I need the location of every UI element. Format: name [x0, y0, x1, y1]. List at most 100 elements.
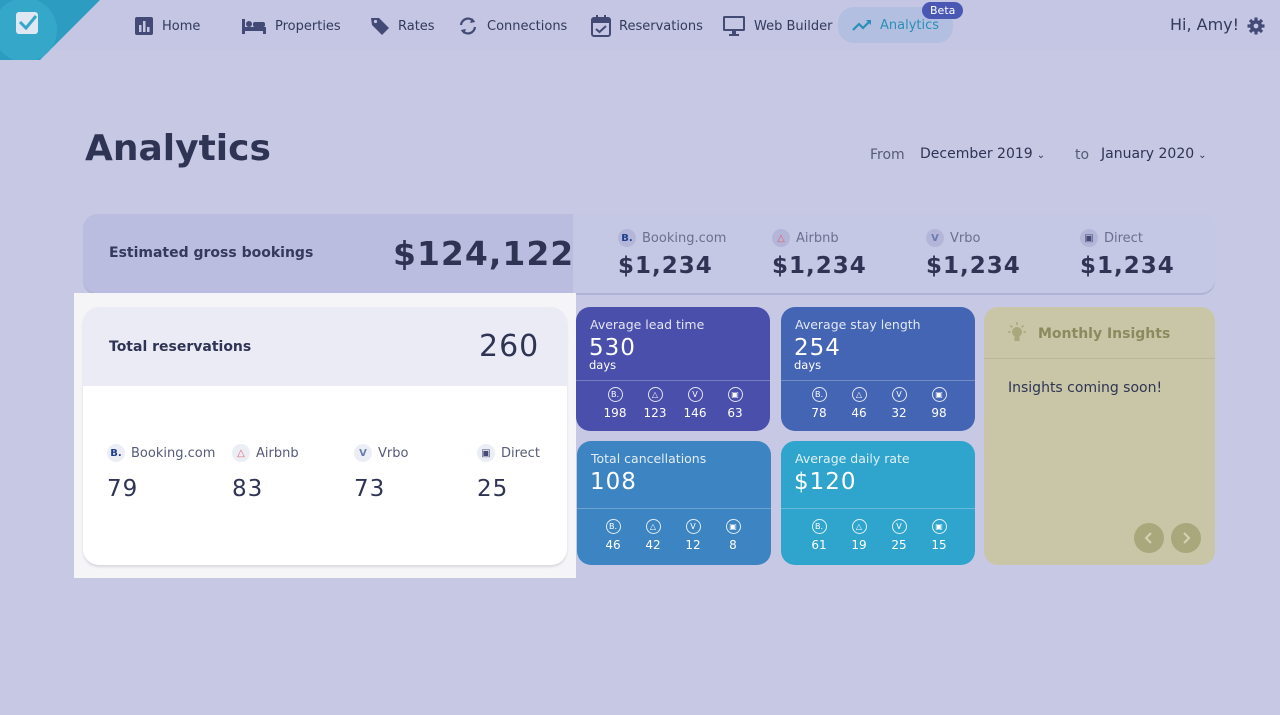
source-value: $1,234: [618, 253, 713, 279]
user-greeting[interactable]: Hi, Amy!: [1170, 15, 1240, 34]
gross-source-vrbo: V Vrbo $1,234: [926, 229, 1021, 279]
reservation-source-vrbo: V Vrbo 73: [354, 444, 408, 502]
breakdown-value: 32: [891, 406, 907, 420]
breakdown-value: 19: [851, 538, 867, 552]
booking-com-icon: B.: [811, 387, 827, 402]
lead-time-card[interactable]: Average lead time 530 days B. 198 △ 123 V 1…: [576, 307, 770, 431]
nav-web-builder-label: Web Builder: [754, 18, 833, 34]
reservation-source-airbnb: △ Airbnb 83: [232, 444, 299, 502]
stat-breakdown: B. 46 △ 42 V 12 ▣ 8: [577, 519, 771, 552]
trend-icon: [852, 20, 871, 31]
stat-unit: days: [589, 358, 617, 372]
source-name: Direct: [1104, 230, 1143, 246]
vrbo-icon: V: [926, 229, 944, 247]
nav-connections[interactable]: Connections: [457, 12, 567, 40]
booking-com-icon: B.: [618, 229, 636, 247]
vrbo-icon: V: [687, 387, 703, 402]
divider: [781, 508, 975, 509]
gear-icon[interactable]: [1247, 17, 1265, 35]
source-value: 79: [107, 476, 139, 502]
insights-prev-button[interactable]: [1134, 523, 1164, 553]
gross-source-direct: ▣ Direct $1,234: [1080, 229, 1175, 279]
reservations-card[interactable]: Total reservations 260 B. Booking.com 79 …: [83, 307, 567, 565]
stat-breakdown: B. 78 △ 46 V 32 ▣ 98: [781, 387, 975, 420]
nav-analytics[interactable]: Analytics: [838, 7, 954, 43]
vrbo-icon: V: [685, 519, 701, 534]
stat-title: Average stay length: [795, 317, 921, 332]
gross-bookings-summary: Estimated gross bookings $124,122: [83, 214, 573, 293]
airbnb-icon: △: [645, 519, 661, 534]
direct-icon: ▣: [725, 519, 741, 534]
source-value: 25: [477, 476, 509, 502]
airbnb-icon: △: [772, 229, 790, 247]
airbnb-icon: △: [851, 519, 867, 534]
booking-com-icon: B.: [605, 519, 621, 534]
top-nav: Home Properties Rates Connections Reserv…: [0, 0, 1280, 60]
monitor-icon: [723, 16, 745, 36]
stat-value: 108: [590, 469, 637, 495]
to-date-select[interactable]: January 2020 ⌄: [1101, 146, 1207, 162]
bed-icon: [242, 19, 266, 34]
stat-title: Total cancellations: [591, 451, 707, 466]
insights-header: Monthly Insights: [984, 307, 1215, 359]
reservation-source-booking: B. Booking.com 79: [107, 444, 215, 502]
nav-rates-label: Rates: [398, 18, 435, 34]
direct-icon: ▣: [931, 519, 947, 534]
cancellations-card[interactable]: Total cancellations 108 B. 46 △ 42 V 12 ▣ 8: [577, 441, 771, 565]
chevron-down-icon: ⌄: [1198, 150, 1207, 161]
source-value: $1,234: [1080, 253, 1175, 279]
stat-unit: days: [794, 358, 822, 372]
insights-next-button[interactable]: [1171, 523, 1201, 553]
nav-properties[interactable]: Properties: [241, 12, 341, 40]
breakdown-value: 198: [603, 406, 627, 420]
gross-source-airbnb: △ Airbnb $1,234: [772, 229, 867, 279]
from-date-value: December 2019: [920, 146, 1033, 162]
insights-body: Insights coming soon!: [1008, 380, 1163, 396]
stay-length-card[interactable]: Average stay length 254 days B. 78 △ 46 V 3…: [781, 307, 975, 431]
nav-rates[interactable]: Rates: [370, 12, 435, 40]
daily-rate-card[interactable]: Average daily rate $120 B. 61 △ 19 V 25 ▣ 15: [781, 441, 975, 565]
nav-analytics-label: Analytics: [880, 17, 940, 33]
nav-web-builder[interactable]: Web Builder: [722, 12, 832, 40]
breakdown-value: 63: [727, 406, 743, 420]
stat-value: 530: [589, 335, 636, 361]
source-name: Vrbo: [378, 445, 409, 461]
reservations-header: Total reservations 260: [83, 307, 567, 386]
source-name: Booking.com: [131, 445, 216, 461]
airbnb-icon: △: [851, 387, 867, 402]
stat-title: Average daily rate: [795, 451, 910, 466]
to-date-value: January 2020: [1101, 146, 1195, 162]
calendar-check-icon: [591, 15, 611, 37]
nav-reservations[interactable]: Reservations: [591, 12, 703, 40]
app-logo[interactable]: [0, 0, 100, 60]
tag-icon: [371, 18, 389, 35]
direct-icon: ▣: [727, 387, 743, 402]
breakdown-value: 25: [891, 538, 907, 552]
reservations-total: 260: [479, 329, 540, 364]
from-label: From: [870, 147, 905, 163]
from-date-select[interactable]: December 2019 ⌄: [920, 146, 1045, 162]
stat-title: Average lead time: [590, 317, 705, 332]
stat-value: 254: [794, 335, 841, 361]
source-name: Airbnb: [256, 445, 299, 461]
vrbo-icon: V: [891, 387, 907, 402]
direct-icon: ▣: [1080, 229, 1098, 247]
reservation-source-direct: ▣ Direct 25: [477, 444, 540, 502]
gross-bookings-label: Estimated gross bookings: [109, 245, 314, 261]
breakdown-value: 46: [605, 538, 621, 552]
nav-connections-label: Connections: [487, 18, 568, 34]
stat-breakdown: B. 198 △ 123 V 146 ▣ 63: [576, 387, 770, 420]
nav-home[interactable]: Home: [134, 12, 200, 40]
beta-badge: Beta: [922, 2, 964, 19]
nav-properties-label: Properties: [275, 18, 341, 34]
breakdown-value: 78: [811, 406, 827, 420]
gross-bookings-panel: Estimated gross bookings $124,122 B. Book…: [83, 214, 1215, 293]
vrbo-icon: V: [891, 519, 907, 534]
gross-source-booking: B. Booking.com $1,234: [618, 229, 726, 279]
breakdown-value: 8: [729, 538, 737, 552]
divider: [577, 508, 771, 509]
chevron-left-icon: [1144, 532, 1152, 544]
sync-icon: [459, 17, 477, 35]
insights-title: Monthly Insights: [1038, 326, 1171, 342]
booking-com-icon: B.: [607, 387, 623, 402]
